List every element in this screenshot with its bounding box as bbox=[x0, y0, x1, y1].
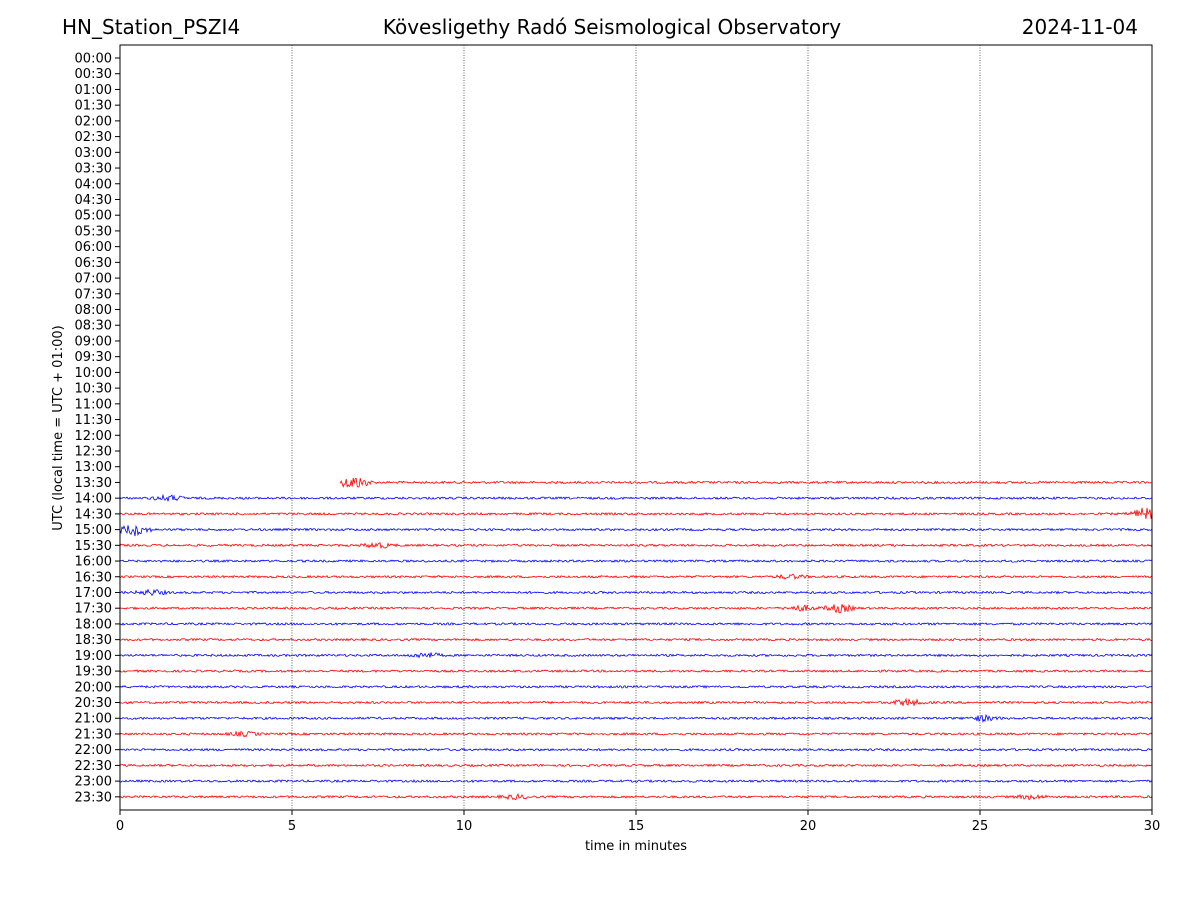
y-axis: 00:0000:3001:0001:3002:0002:3003:0003:30… bbox=[75, 52, 120, 805]
trace-1630 bbox=[119, 573, 1153, 580]
chart-date: 2024-11-04 bbox=[1021, 15, 1138, 39]
y-tick-label: 16:00 bbox=[75, 555, 112, 570]
y-tick-label: 05:30 bbox=[75, 224, 112, 239]
trace-1330 bbox=[339, 477, 1152, 488]
y-tick-label: 15:00 bbox=[75, 523, 112, 538]
y-tick-label: 13:00 bbox=[75, 460, 112, 475]
x-axis-label: time in minutes bbox=[585, 839, 687, 854]
chart-title: Kövesligethy Radó Seismological Observat… bbox=[382, 15, 842, 39]
y-tick-label: 03:00 bbox=[75, 146, 112, 161]
trace-1730 bbox=[119, 604, 1153, 614]
x-tick-label: 15 bbox=[628, 819, 645, 834]
y-tick-label: 04:00 bbox=[75, 177, 112, 192]
y-tick-label: 18:30 bbox=[75, 633, 112, 648]
y-tick-label: 05:00 bbox=[75, 209, 112, 224]
station-name: HN_Station_PSZI4 bbox=[62, 15, 241, 39]
trace-2330 bbox=[119, 793, 1153, 801]
trace-1800 bbox=[119, 621, 1153, 626]
y-tick-label: 20:30 bbox=[75, 696, 112, 711]
x-tick-label: 0 bbox=[116, 819, 124, 834]
y-tick-label: 13:30 bbox=[75, 476, 112, 491]
y-tick-label: 02:30 bbox=[75, 130, 112, 145]
y-tick-label: 11:30 bbox=[75, 413, 112, 428]
y-tick-label: 10:00 bbox=[75, 366, 112, 381]
trace-2200 bbox=[119, 747, 1153, 752]
vertical-grid bbox=[291, 45, 981, 810]
x-tick-label: 30 bbox=[1144, 819, 1161, 834]
y-tick-label: 19:00 bbox=[75, 649, 112, 664]
y-tick-label: 00:30 bbox=[75, 67, 112, 82]
y-tick-label: 07:30 bbox=[75, 287, 112, 302]
y-tick-label: 09:00 bbox=[75, 334, 112, 349]
y-tick-label: 06:30 bbox=[75, 256, 112, 271]
y-tick-label: 15:30 bbox=[75, 539, 112, 554]
x-tick-label: 5 bbox=[288, 819, 296, 834]
y-tick-label: 12:00 bbox=[75, 429, 112, 444]
y-axis-label: UTC (local time = UTC + 01:00) bbox=[51, 325, 66, 530]
y-tick-label: 01:30 bbox=[75, 99, 112, 114]
y-tick-label: 01:00 bbox=[75, 83, 112, 98]
y-tick-label: 07:00 bbox=[75, 272, 112, 287]
y-tick-label: 20:00 bbox=[75, 680, 112, 695]
trace-1700 bbox=[119, 588, 1153, 597]
y-tick-label: 11:00 bbox=[75, 397, 112, 412]
trace-1430 bbox=[119, 507, 1153, 519]
x-tick-label: 10 bbox=[456, 819, 473, 834]
trace-1600 bbox=[119, 559, 1153, 564]
y-tick-label: 17:30 bbox=[75, 602, 112, 617]
trace-2230 bbox=[119, 763, 1153, 768]
trace-1530 bbox=[119, 541, 1153, 550]
y-tick-label: 23:00 bbox=[75, 775, 112, 790]
trace-2130 bbox=[119, 730, 1153, 738]
trace-2000 bbox=[119, 684, 1153, 689]
traces bbox=[119, 477, 1153, 801]
y-tick-label: 08:00 bbox=[75, 303, 112, 318]
y-tick-label: 12:30 bbox=[75, 445, 112, 460]
y-tick-label: 14:30 bbox=[75, 507, 112, 522]
y-tick-label: 02:00 bbox=[75, 114, 112, 129]
y-tick-label: 17:00 bbox=[75, 586, 112, 601]
x-tick-label: 25 bbox=[972, 819, 989, 834]
y-tick-label: 23:30 bbox=[75, 790, 112, 805]
trace-1900 bbox=[119, 652, 1153, 659]
y-tick-label: 14:00 bbox=[75, 492, 112, 507]
x-tick-label: 20 bbox=[800, 819, 817, 834]
y-tick-label: 08:30 bbox=[75, 319, 112, 334]
trace-1400 bbox=[119, 493, 1153, 502]
x-axis: 0 5 10 15 20 25 30 bbox=[116, 810, 1160, 834]
y-tick-label: 09:30 bbox=[75, 350, 112, 365]
y-tick-label: 19:30 bbox=[75, 665, 112, 680]
y-tick-label: 03:30 bbox=[75, 162, 112, 177]
y-tick-label: 22:00 bbox=[75, 743, 112, 758]
y-tick-label: 00:00 bbox=[75, 52, 112, 67]
y-tick-label: 21:30 bbox=[75, 727, 112, 742]
y-tick-label: 21:00 bbox=[75, 712, 112, 727]
y-tick-label: 10:30 bbox=[75, 382, 112, 397]
trace-1930 bbox=[119, 669, 1153, 674]
trace-2300 bbox=[119, 779, 1153, 784]
trace-2100 bbox=[119, 713, 1153, 723]
y-tick-label: 06:00 bbox=[75, 240, 112, 255]
trace-1500 bbox=[119, 524, 1153, 537]
y-tick-label: 04:30 bbox=[75, 193, 112, 208]
y-tick-label: 22:30 bbox=[75, 759, 112, 774]
y-tick-label: 16:30 bbox=[75, 570, 112, 585]
trace-1830 bbox=[119, 637, 1153, 642]
trace-2030 bbox=[119, 697, 1153, 706]
y-tick-label: 18:00 bbox=[75, 617, 112, 632]
